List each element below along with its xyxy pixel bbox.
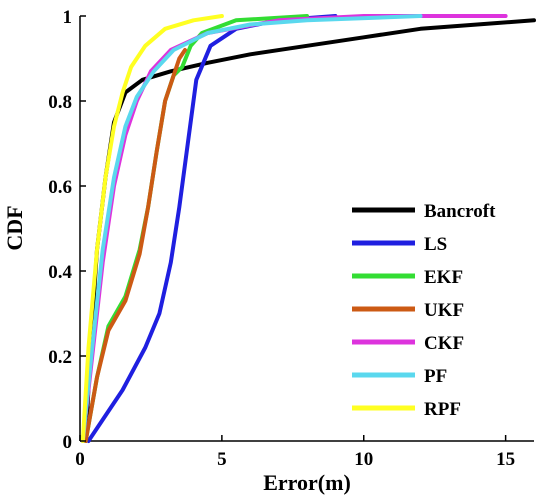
x-axis-title: Error(m) [263, 470, 351, 495]
x-tick-label: 10 [354, 449, 373, 470]
plot-frame [79, 16, 534, 442]
series-line-bancroft [83, 18, 536, 443]
y-axis: 0 0.2 0.4 0.6 0.8 1 [48, 7, 86, 453]
series-line-ukf [83, 48, 187, 443]
legend: Bancroft LS EKF UKF CKF PF RPF [352, 201, 496, 420]
x-tick-label: 0 [75, 449, 85, 470]
legend-label-ekf: EKF [424, 267, 463, 288]
y-axis-title: CDF [2, 205, 27, 250]
y-tick-label: 0 [63, 432, 73, 453]
legend-label-ckf: CKF [424, 333, 464, 354]
legend-label-rpf: RPF [424, 399, 461, 420]
y-tick-label: 1 [63, 7, 73, 28]
x-axis: 0 5 10 15 [75, 435, 515, 470]
y-tick-label: 0.8 [48, 92, 72, 113]
y-tick-label: 0.6 [48, 177, 72, 198]
plot-series [80, 14, 536, 443]
x-tick-label: 5 [217, 449, 227, 470]
legend-label-pf: PF [424, 366, 447, 387]
legend-label-ukf: UKF [424, 300, 464, 321]
series-line-pf [80, 14, 423, 443]
y-tick-label: 0.2 [48, 347, 72, 368]
x-tick-label: 15 [496, 449, 515, 470]
legend-label-bancroft: Bancroft [424, 201, 496, 222]
series-line-rpf [80, 14, 224, 443]
legend-label-ls: LS [424, 234, 447, 255]
y-tick-label: 0.4 [48, 262, 72, 283]
